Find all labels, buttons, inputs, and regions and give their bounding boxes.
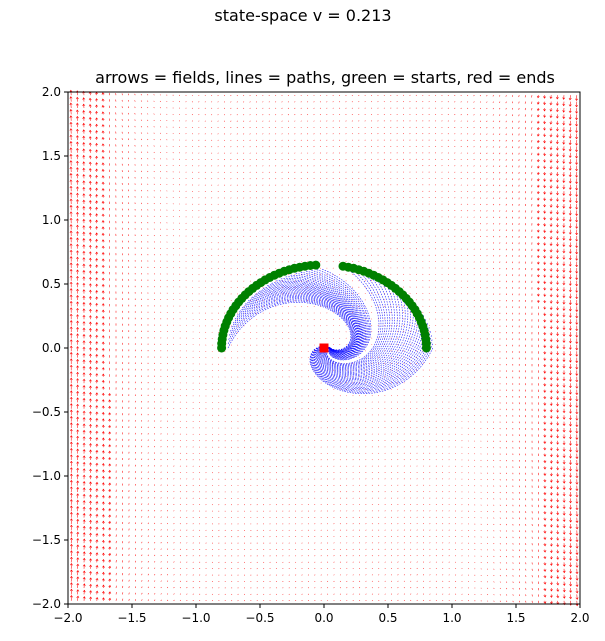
trajectory-path (271, 280, 362, 356)
trajectory-path (227, 300, 352, 351)
start-point (338, 261, 348, 271)
trajectory-path (316, 269, 370, 360)
trajectory-path (229, 298, 353, 351)
y-tick-label: 0.0 (42, 341, 61, 355)
y-tick-label: 1.0 (42, 213, 61, 227)
trajectory-path (325, 272, 384, 366)
trajectory-path (276, 279, 363, 356)
trajectory-path (318, 297, 411, 378)
x-tick-label: 1.0 (442, 611, 461, 625)
trajectory-path (244, 289, 358, 353)
trajectory-path (312, 327, 430, 388)
trajectory-path (312, 331, 431, 389)
x-tick-label: −2.0 (53, 611, 82, 625)
x-tick-label: −1.5 (117, 611, 146, 625)
trajectory-path (323, 278, 393, 370)
trajectory-paths (227, 268, 434, 394)
trajectory-path (311, 339, 433, 392)
y-tick-label: −1.0 (32, 469, 61, 483)
start-point (217, 343, 227, 353)
trajectory-path (324, 275, 388, 368)
trajectory-path (228, 299, 353, 351)
x-axis: −2.0 −1.5 −1.0 −0.5 0.0 0.5 1.0 1.5 2.0 (53, 604, 590, 625)
y-tick-label: −1.5 (32, 533, 61, 547)
y-tick-label: 1.5 (42, 149, 61, 163)
trajectory-path (251, 287, 359, 354)
x-tick-label: 0.0 (314, 611, 333, 625)
x-tick-label: −0.5 (245, 611, 274, 625)
trajectory-path (315, 315, 424, 384)
trajectory-path (239, 291, 357, 353)
trajectory-path (306, 270, 368, 359)
trajectory-path (237, 292, 357, 353)
trajectory-path (230, 297, 354, 352)
trajectory-path (324, 276, 391, 369)
trajectory-path (242, 290, 358, 353)
trajectory-path (248, 288, 359, 354)
trajectory-path (325, 273, 386, 367)
y-axis: −2.0 −1.5 −1.0 −0.5 0.0 0.5 1.0 1.5 2.0 (32, 85, 68, 611)
trajectory-path (311, 270, 369, 360)
y-tick-label: −2.0 (32, 597, 61, 611)
x-tick-label: 1.5 (506, 611, 525, 625)
y-tick-label: 0.5 (42, 277, 61, 291)
trajectory-path (322, 268, 372, 361)
trajectory-path (322, 283, 398, 372)
y-tick-label: 2.0 (42, 85, 61, 99)
start-points (217, 260, 431, 353)
figure-suptitle: state-space v = 0.213 (214, 6, 391, 25)
trajectory-path (232, 294, 355, 352)
trajectory-path (234, 293, 356, 352)
trajectory-path (227, 302, 352, 351)
end-point (319, 343, 329, 353)
trajectory-path (285, 276, 364, 357)
y-tick-label: −0.5 (32, 405, 61, 419)
trajectory-path (295, 273, 366, 358)
x-tick-label: 2.0 (570, 611, 589, 625)
trajectory-path (255, 285, 360, 354)
trajectory-path (310, 343, 433, 393)
x-tick-label: 0.5 (378, 611, 397, 625)
trajectory-path (316, 307, 419, 382)
trajectory-path (300, 272, 367, 359)
trajectory-path (320, 288, 403, 374)
end-points (319, 343, 329, 353)
chart-title: arrows = fields, lines = paths, green = … (95, 68, 555, 87)
trajectory-path (326, 270, 382, 365)
trajectory-path (290, 274, 365, 358)
x-tick-label: −1.0 (181, 611, 210, 625)
trajectory-path (267, 282, 362, 355)
trajectory-path (280, 278, 364, 357)
trajectory-path (326, 270, 380, 364)
trajectory-path (231, 296, 355, 352)
trajectory-path (309, 345, 434, 394)
plot-area (67, 89, 581, 607)
